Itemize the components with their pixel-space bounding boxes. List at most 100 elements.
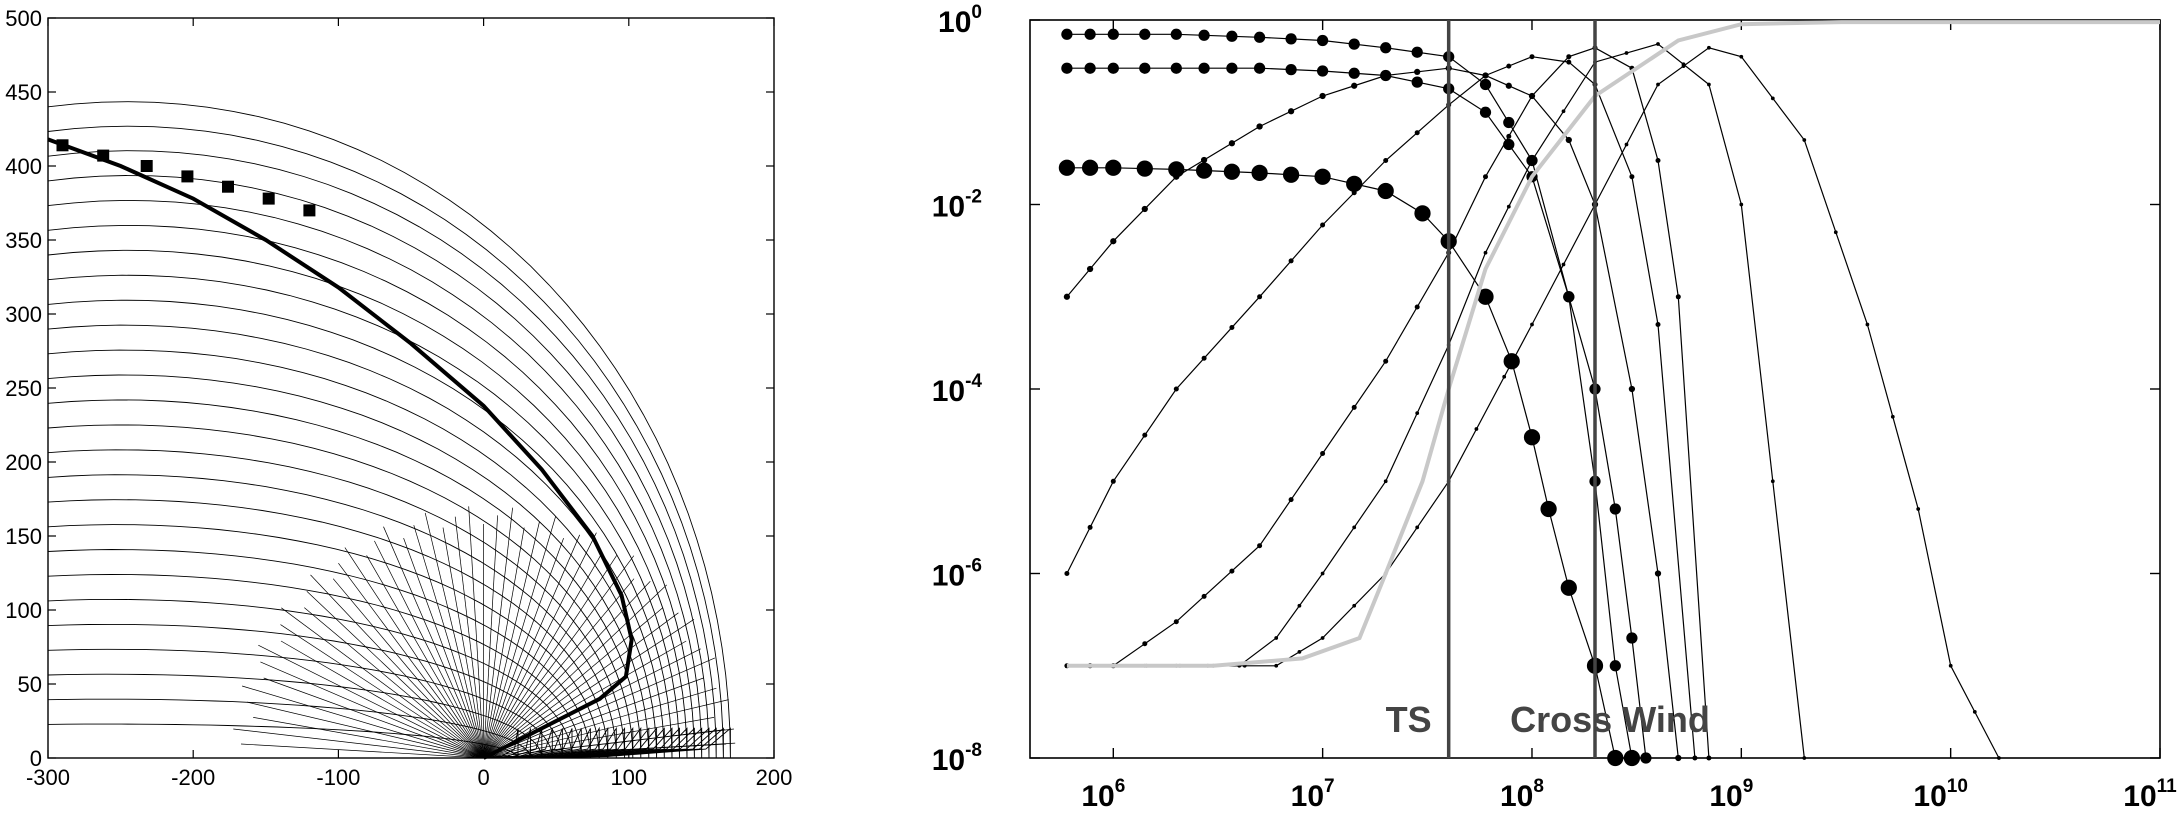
series-point [1351,190,1357,196]
series-point [1629,174,1635,180]
x-tick-label: -300 [26,765,70,790]
series-point [1865,322,1870,327]
radial-ray [306,591,484,759]
series-point [1081,159,1099,176]
series-point [1061,28,1073,40]
series-line [1066,167,1632,759]
series-point [1624,51,1629,55]
envelope-curve [47,101,731,759]
series-point [1770,96,1775,101]
series-point [1320,451,1326,456]
series-point [1200,156,1208,164]
radial-ray [468,506,484,759]
radial-ray [483,516,556,759]
left-streamline-chart: -300 -200 -100 0 100 200 0 50 100 150 200 250 300 350… [5,6,792,790]
series-point [1707,82,1711,87]
series-point [1229,568,1235,574]
radial-ray [483,743,727,759]
series-point [1506,133,1512,139]
radial-ray [383,526,484,759]
radial-ray [424,512,484,759]
radial-ray [304,607,484,759]
radial-ray [240,743,484,759]
envelope-curve [47,623,563,759]
envelope-curve [47,474,617,759]
series-point [1087,524,1093,530]
radial-ray [233,728,484,759]
y-tick-label: 10-2 [932,187,982,224]
series-point [1348,38,1360,50]
series-point [1506,63,1512,69]
envelope-curve [47,349,658,759]
series-point [1314,168,1331,185]
series-line [1066,20,2160,668]
series-point [1377,182,1394,200]
right-loglog-chart: 106 107 108 109 1010 1011 100 10-2 10-4 10-6 10-8 T… [932,2,2177,813]
series-point [1414,205,1431,222]
series-point [1563,291,1575,303]
series-point [1739,54,1744,59]
radial-ray [242,685,484,759]
series-point [1997,756,2001,760]
series-point [1530,158,1534,163]
radial-ray [483,584,667,759]
y-tick-label: 450 [5,80,42,105]
x-tick-label: 100 [610,765,647,790]
series-point [1414,304,1420,310]
y-tick-label: 10-4 [932,371,983,408]
series-point [1287,108,1295,115]
series-point [1320,636,1325,640]
envelope-curve [47,175,710,759]
series-point [1173,173,1180,180]
envelope-curve [47,673,543,759]
radial-ray [483,699,729,759]
radial-ray [403,537,484,759]
series-point [1474,427,1479,431]
y-tick-label: 300 [5,302,42,327]
series-point [1681,64,1686,68]
series-point [1223,163,1241,180]
square-marker [222,180,234,193]
square-marker [303,204,316,217]
x-tick-label: 200 [756,765,793,790]
series-point [1628,385,1636,393]
series-point [1506,204,1511,209]
series-point [1477,288,1494,305]
y-tick-label: 50 [18,672,42,697]
radial-ray [483,532,597,759]
series-point [1654,570,1662,577]
series-point [1414,130,1420,136]
series-point [1623,749,1641,767]
y-tick-label: 100 [938,2,982,39]
y-tick-label: 400 [5,154,42,179]
square-marker [181,170,194,183]
series-point [1505,82,1512,89]
series-point [1352,603,1357,608]
series-point [1609,660,1621,672]
envelope-curve [47,150,717,759]
series-point [1626,632,1638,644]
series-point [1251,164,1268,182]
series-point [1607,749,1624,767]
series-point [1139,62,1151,74]
series-point [1675,754,1682,762]
series-point [1105,159,1122,176]
radial-ray [483,537,564,759]
series-point [1320,222,1326,228]
series-point [1198,62,1210,74]
radial-ray [483,527,525,759]
series-point [1086,265,1094,273]
radial-ray [442,527,484,759]
series-point [1609,503,1621,515]
series-point [1382,72,1389,79]
envelope-curve [47,224,695,759]
y-tick-label: 150 [5,524,42,549]
ts-label: TS [1386,699,1432,740]
series-point [1707,45,1711,50]
series-point [1316,34,1329,47]
series-line [1066,67,1647,759]
envelope-curve [47,274,680,759]
series-point [1319,92,1326,100]
envelope-curve [47,698,531,759]
series-point [1415,411,1420,415]
